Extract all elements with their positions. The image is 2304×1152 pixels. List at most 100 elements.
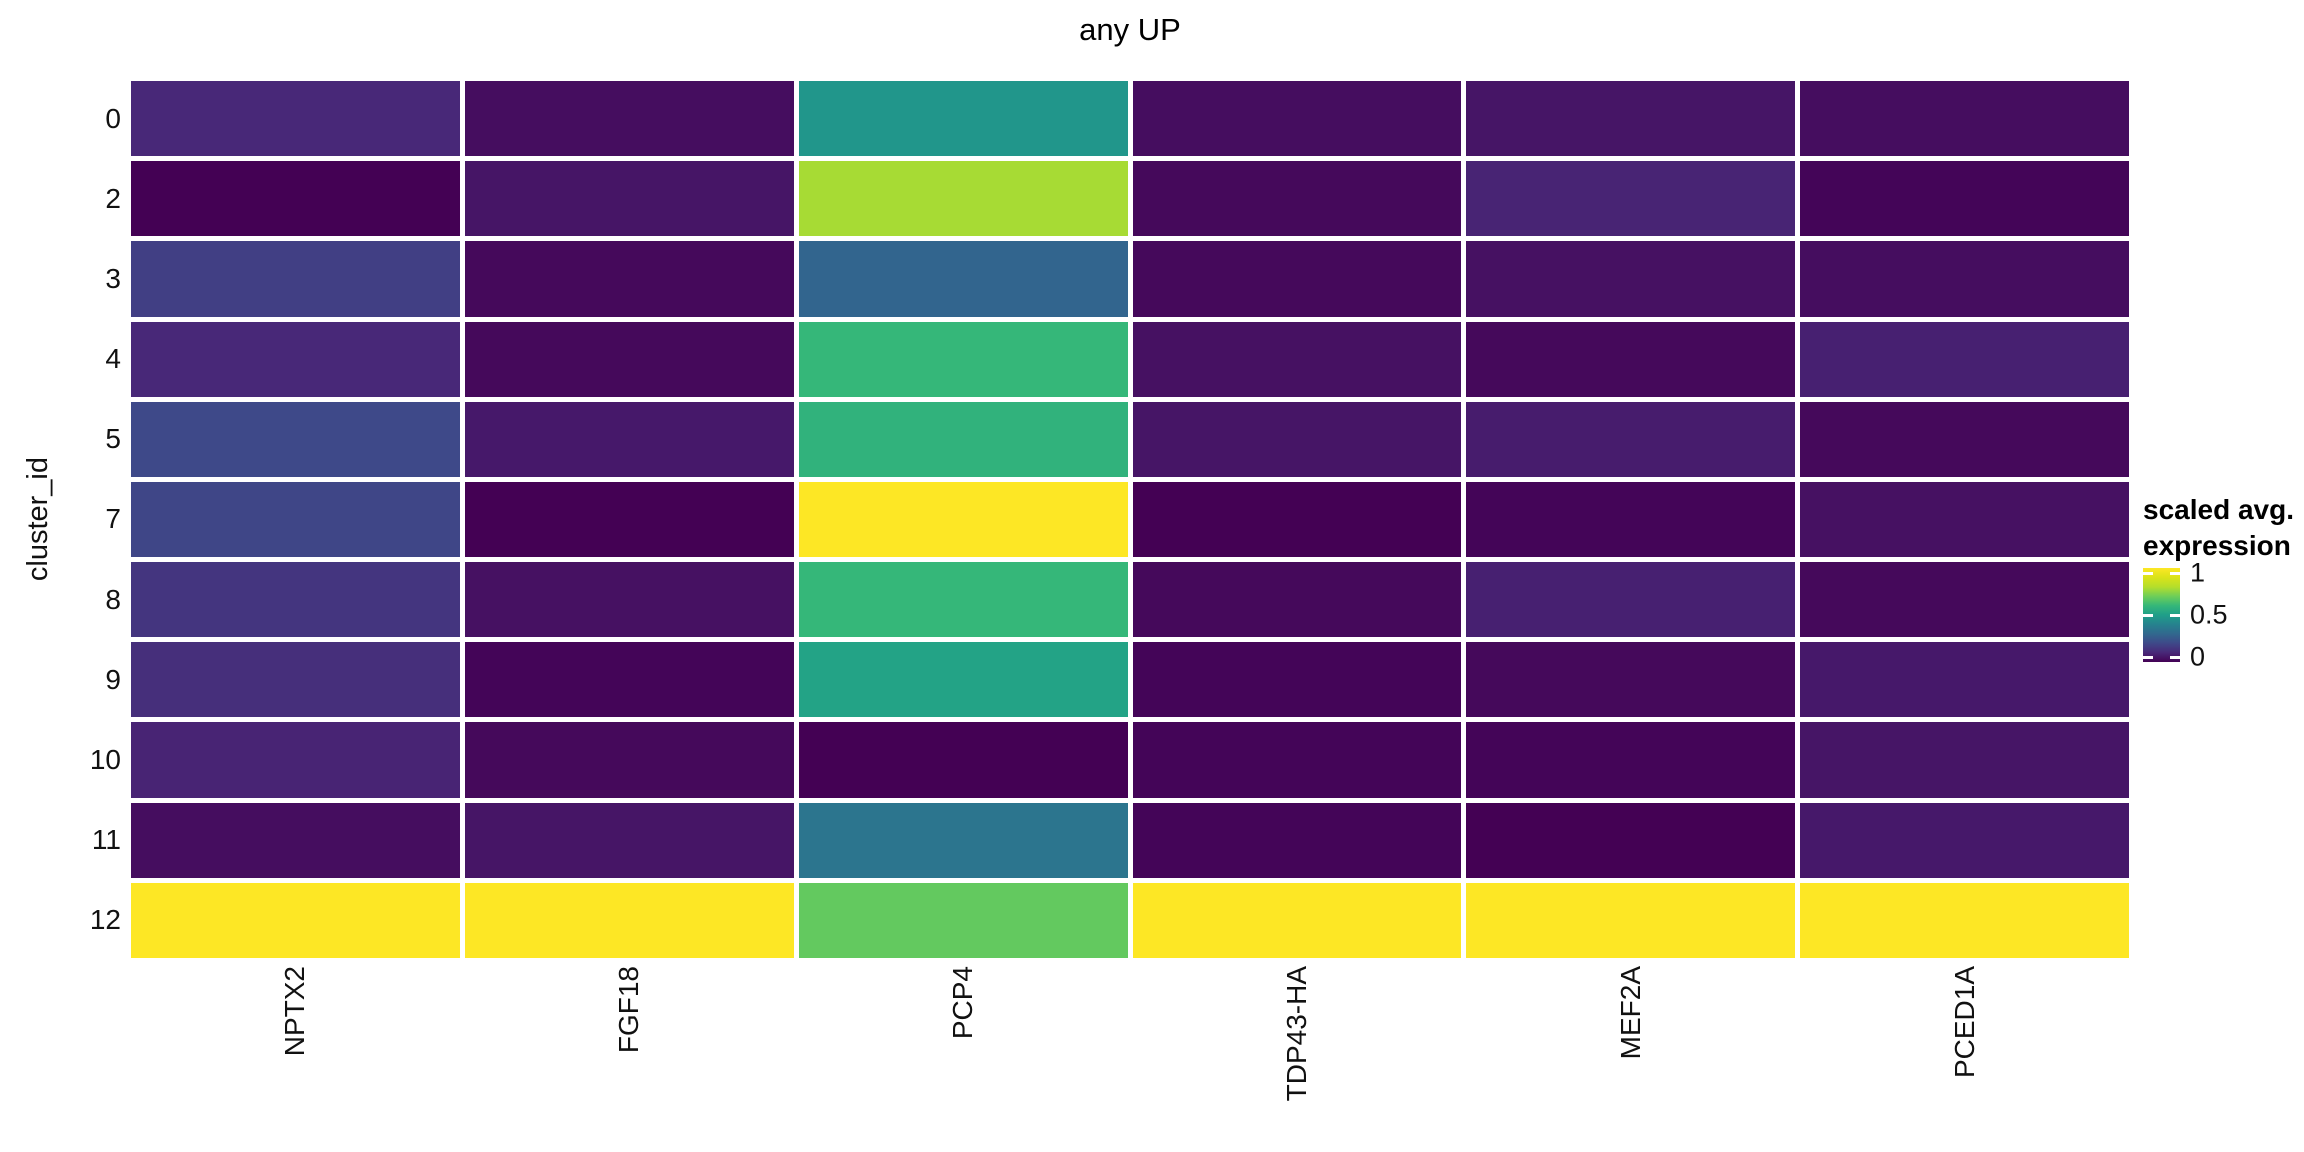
heatmap-cell <box>1466 401 1796 477</box>
heatmap-cell <box>1800 81 2129 157</box>
heatmap-cell <box>798 321 1128 397</box>
heatmap-cell <box>1132 882 1462 958</box>
heatmap-cell <box>1800 161 2129 237</box>
heatmap-cell <box>1800 562 2129 638</box>
heatmap-cell <box>798 161 1128 237</box>
heatmap-cell <box>1132 81 1462 157</box>
y-tick-label: 2 <box>105 182 121 214</box>
heatmap-cell <box>1132 321 1462 397</box>
heatmap-cell <box>798 802 1128 878</box>
heatmap-cell <box>1132 241 1462 317</box>
heatmap-cell <box>1132 161 1462 237</box>
heatmap-grid <box>131 81 2129 958</box>
y-axis-tick-labels: 0 2 3 4 5 7 8 9 10 11 12 <box>0 81 121 958</box>
heatmap-cell <box>798 481 1128 558</box>
heatmap-cell <box>1800 722 2129 798</box>
y-tick-label: 3 <box>105 262 121 294</box>
heatmap-cell <box>464 802 794 878</box>
legend-tick-mark <box>2143 655 2153 659</box>
heatmap-cell <box>798 882 1128 958</box>
y-tick-label: 12 <box>89 904 121 936</box>
heatmap-cell <box>1800 882 2129 958</box>
y-tick-label: 10 <box>89 744 121 776</box>
heatmap-cell <box>131 321 460 397</box>
legend-tick-mark <box>2170 613 2180 617</box>
heatmap-cell <box>464 81 794 157</box>
legend-title-line2: expression <box>2143 530 2291 561</box>
y-tick-label: 7 <box>105 503 121 535</box>
heatmap-cell <box>464 401 794 477</box>
heatmap-cell <box>131 161 460 237</box>
legend-colorbar-wrap: 1 0.5 0 <box>2143 558 2228 672</box>
x-tick-label: NPTX2 <box>279 966 311 1057</box>
y-tick-label: 0 <box>105 102 121 134</box>
x-tick-label-slot: PCP4 <box>799 966 1128 1146</box>
x-tick-label: FGF18 <box>613 966 645 1054</box>
heatmap-cell <box>1132 722 1462 798</box>
y-tick-label: 9 <box>105 663 121 695</box>
x-tick-label: TDP43-HA <box>1280 966 1312 1102</box>
legend-tick-label: 0.5 <box>2190 599 2228 630</box>
heatmap-cell <box>131 642 460 718</box>
heatmap-cell <box>131 802 460 878</box>
heatmap-cell <box>1800 802 2129 878</box>
heatmap-cell <box>1466 642 1796 718</box>
heatmap-cell <box>464 882 794 958</box>
legend-tick-mark <box>2143 613 2153 617</box>
heatmap-cell <box>1466 161 1796 237</box>
legend-tick-mark <box>2170 571 2180 575</box>
heatmap-cell <box>1800 642 2129 718</box>
legend: scaled avg. expression 1 0.5 0 <box>2143 492 2304 672</box>
heatmap-cell <box>131 241 460 317</box>
x-tick-label-slot: NPTX2 <box>131 966 460 1146</box>
heatmap-cell <box>798 722 1128 798</box>
heatmap-cell <box>1132 401 1462 477</box>
x-tick-label: MEF2A <box>1614 966 1646 1060</box>
heatmap-cell <box>131 81 460 157</box>
y-tick-label: 8 <box>105 583 121 615</box>
legend-tick-mark <box>2143 571 2153 575</box>
heatmap-cell <box>798 81 1128 157</box>
heatmap-cell <box>1466 562 1796 638</box>
heatmap-cell <box>464 722 794 798</box>
heatmap-cell <box>1466 321 1796 397</box>
x-tick-label: PCED1A <box>1948 966 1980 1079</box>
legend-tick-label: 0 <box>2190 641 2206 672</box>
heatmap-cell <box>1800 241 2129 317</box>
heatmap-cell <box>798 562 1128 638</box>
heatmap-cell <box>464 321 794 397</box>
x-tick-label-slot: PCED1A <box>1800 966 2129 1146</box>
heatmap-cell <box>1466 882 1796 958</box>
heatmap-cell <box>798 642 1128 718</box>
heatmap-cell <box>1800 401 2129 477</box>
heatmap-cell <box>798 241 1128 317</box>
heatmap-cell <box>464 161 794 237</box>
x-tick-label-slot: TDP43-HA <box>1133 966 1462 1146</box>
legend-title: scaled avg. expression <box>2143 492 2304 564</box>
heatmap-cell <box>131 562 460 638</box>
y-tick-label: 11 <box>91 824 121 856</box>
chart-title: any UP <box>1079 12 1181 47</box>
heatmap-cell <box>1466 722 1796 798</box>
heatmap-cell <box>131 401 460 477</box>
heatmap-cell <box>1132 562 1462 638</box>
heatmap-cell <box>131 882 460 958</box>
heatmap-cell <box>1800 321 2129 397</box>
x-tick-label-slot: MEF2A <box>1466 966 1795 1146</box>
heatmap-cell <box>1132 481 1462 558</box>
x-tick-label: PCP4 <box>947 966 979 1040</box>
x-axis-tick-labels: NPTX2 FGF18 PCP4 TDP43-HA MEF2A PCED1A <box>131 966 2129 1146</box>
heatmap-cell <box>464 241 794 317</box>
y-tick-label: 5 <box>105 423 121 455</box>
legend-title-line1: scaled avg. <box>2143 494 2294 525</box>
heatmap-cell <box>131 722 460 798</box>
x-tick-label-slot: FGF18 <box>465 966 794 1146</box>
heatmap-cell <box>1132 802 1462 878</box>
heatmap-cell <box>464 481 794 558</box>
heatmap-cell <box>1466 241 1796 317</box>
heatmap-cell <box>1466 481 1796 558</box>
heatmap-cell <box>1800 481 2129 558</box>
heatmap-cell <box>798 401 1128 477</box>
heatmap-cell <box>1466 802 1796 878</box>
